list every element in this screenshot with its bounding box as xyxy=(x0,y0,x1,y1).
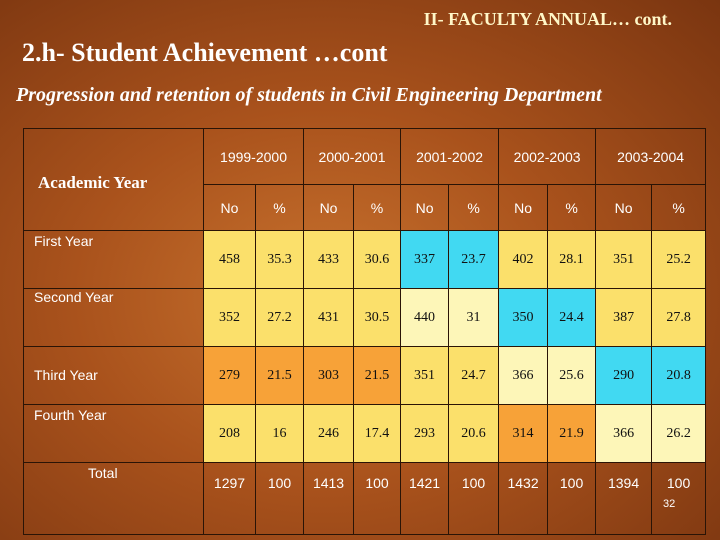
row-label-cell: Fourth Year xyxy=(23,404,204,463)
row-label: Third Year xyxy=(34,367,98,383)
subheader-cell: No xyxy=(400,184,450,231)
data-cell: 279 xyxy=(203,346,256,405)
data-cell: 314 xyxy=(498,404,549,463)
slide-header: II- FACULTY ANNUAL… cont. xyxy=(423,9,672,29)
row-label: Fourth Year xyxy=(34,407,107,423)
row-label: Second Year xyxy=(34,289,114,305)
row-label-cell: First Year xyxy=(23,230,204,289)
data-cell: 20.6 xyxy=(448,404,500,463)
year-header: 2003-2004 xyxy=(595,128,707,185)
subheader-cell: No xyxy=(595,184,653,231)
data-cell: 26.2 xyxy=(651,404,707,463)
data-cell: 17.4 xyxy=(353,404,402,463)
table-row: Third Year 279 21.5 303 21.5 351 24.7 36… xyxy=(23,346,707,405)
row-label-cell: Second Year xyxy=(23,288,204,347)
subheader-cell: % xyxy=(651,184,707,231)
data-cell: 366 xyxy=(498,346,549,405)
data-cell: 30.5 xyxy=(353,288,402,347)
subheader-cell: No xyxy=(498,184,549,231)
year-header: 2001-2002 xyxy=(400,128,500,185)
data-cell: 23.7 xyxy=(448,230,500,289)
data-cell: 246 xyxy=(303,404,355,463)
subheader-cell: No xyxy=(203,184,256,231)
page-number: 32 xyxy=(663,498,676,510)
data-cell: 431 xyxy=(303,288,355,347)
data-cell: 402 xyxy=(498,230,549,289)
year-header: 2000-2001 xyxy=(303,128,402,185)
subheader-row: No % No % No % No % No % xyxy=(24,184,707,231)
data-cell: 290 xyxy=(595,346,653,405)
data-cell: 31 xyxy=(448,288,500,347)
total-cell: 100 xyxy=(547,462,597,535)
year-header: 1999-2000 xyxy=(202,128,305,185)
slide-title: 2.h- Student Achievement …cont xyxy=(22,38,388,67)
total-label: Total xyxy=(88,465,118,481)
data-cell: 28.1 xyxy=(547,230,597,289)
data-cell: 350 xyxy=(498,288,549,347)
data-cell: 21.9 xyxy=(547,404,597,463)
corner-cell: Academic Year xyxy=(23,128,204,231)
data-cell: 433 xyxy=(303,230,355,289)
data-cell: 30.6 xyxy=(353,230,402,289)
data-cell: 293 xyxy=(400,404,450,463)
subheader-cell: % xyxy=(254,184,305,231)
row-label-cell: Third Year xyxy=(23,346,204,405)
data-cell: 366 xyxy=(595,404,653,463)
data-cell: 21.5 xyxy=(254,346,305,405)
subheader-cell: % xyxy=(353,184,402,231)
academic-year-label: Academic Year xyxy=(38,173,148,192)
table-row: First Year 458 35.3 433 30.6 337 23.7 40… xyxy=(23,230,707,289)
total-row: Total 1297 100 1413 100 1421 100 1432 10… xyxy=(23,462,707,535)
row-label: First Year xyxy=(34,233,94,249)
total-cell: 100 xyxy=(254,462,305,535)
row-label-cell: Total xyxy=(23,462,204,535)
data-cell: 24.4 xyxy=(547,288,597,347)
progression-table: Academic Year 1999-2000 2000-2001 2001-2… xyxy=(23,128,707,535)
year-header-row: Academic Year 1999-2000 2000-2001 2001-2… xyxy=(23,128,707,231)
data-cell: 25.2 xyxy=(651,230,707,289)
year-header: 2002-2003 xyxy=(498,128,597,185)
data-cell: 303 xyxy=(303,346,355,405)
data-cell: 351 xyxy=(400,346,450,405)
data-cell: 351 xyxy=(595,230,653,289)
total-cell: 1394 xyxy=(595,462,653,535)
subheader-cell: No xyxy=(303,184,355,231)
data-cell: 208 xyxy=(203,404,256,463)
subheader-cell: % xyxy=(547,184,597,231)
data-cell: 458 xyxy=(203,230,256,289)
data-cell: 16 xyxy=(254,404,305,463)
slide-subtitle: Progression and retention of students in… xyxy=(16,84,602,106)
data-cell: 35.3 xyxy=(254,230,305,289)
progression-table-container: Academic Year 1999-2000 2000-2001 2001-2… xyxy=(23,128,707,535)
data-cell: 24.7 xyxy=(448,346,500,405)
data-cell: 25.6 xyxy=(547,346,597,405)
data-cell: 21.5 xyxy=(353,346,402,405)
table-row: Second Year 352 27.2 431 30.5 440 31 350… xyxy=(23,288,707,347)
data-cell: 27.2 xyxy=(254,288,305,347)
data-cell: 27.8 xyxy=(651,288,707,347)
subheader-cell: % xyxy=(448,184,500,231)
data-cell: 20.8 xyxy=(651,346,707,405)
total-cell: 1297 xyxy=(203,462,256,535)
data-cell: 352 xyxy=(203,288,256,347)
total-cell: 1432 xyxy=(498,462,549,535)
total-cell: 100 xyxy=(651,462,707,535)
total-cell: 100 xyxy=(448,462,500,535)
data-cell: 337 xyxy=(400,230,450,289)
total-cell: 1421 xyxy=(400,462,450,535)
total-cell: 1413 xyxy=(303,462,355,535)
total-cell: 100 xyxy=(353,462,402,535)
table-row: Fourth Year 208 16 246 17.4 293 20.6 314… xyxy=(23,404,707,463)
data-cell: 387 xyxy=(595,288,653,347)
data-cell: 440 xyxy=(400,288,450,347)
